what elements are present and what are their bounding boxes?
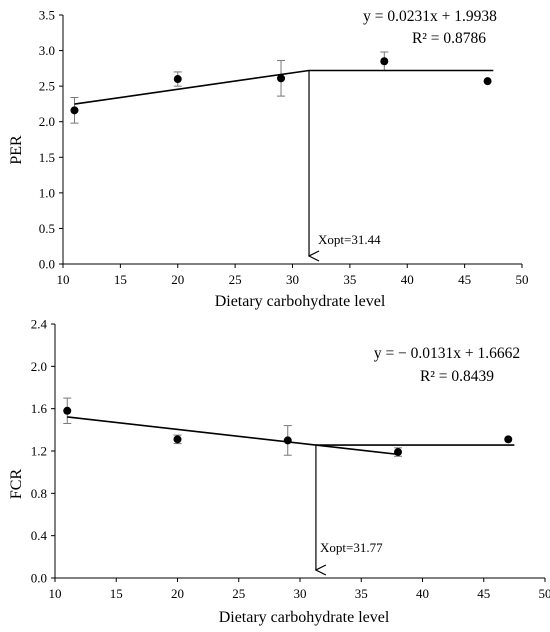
fcr-data-point xyxy=(173,435,182,444)
fcr-x-tick-label: 30 xyxy=(294,586,307,601)
per-x-tick-label: 20 xyxy=(171,272,184,287)
fcr-x-tick-label: 35 xyxy=(355,586,368,601)
fcr-equation: y = − 0.0131x + 1.6662 xyxy=(374,345,520,362)
per-y-tick-label: 1.5 xyxy=(39,150,55,165)
per-x-tick-label: 45 xyxy=(458,272,471,287)
fcr-y-tick-label: 0.4 xyxy=(31,528,48,543)
fcr-data-point xyxy=(283,436,292,445)
per-chart: 0.0 0.5 1.0 1.5 2.0 2.5 3.0 3.5 10 15 20 25 30 35 40 45… xyxy=(8,8,529,311)
per-y-tick-label: 1.0 xyxy=(39,185,55,200)
per-xopt-label: Xopt=31.44 xyxy=(318,232,381,247)
per-data-point xyxy=(173,75,182,84)
per-data-point xyxy=(380,57,389,66)
per-y-axis-title: PER xyxy=(8,135,25,165)
per-plot-area: 0.0 0.5 1.0 1.5 2.0 2.5 3.0 3.5 10 15 20 25 30 35 40 45… xyxy=(39,8,529,288)
per-y-tick-label: 2.5 xyxy=(39,79,55,94)
fcr-fit-line xyxy=(67,416,399,456)
per-x-tick-label: 35 xyxy=(343,272,356,287)
per-x-tick-label: 15 xyxy=(114,272,127,287)
per-x-tick-label: 50 xyxy=(516,272,529,287)
per-y-tick-label: 0.0 xyxy=(39,257,55,272)
fcr-r-squared: R² = 0.8439 xyxy=(420,368,494,385)
per-y-tick-label: 3.5 xyxy=(39,8,55,23)
fcr-x-tick-label: 10 xyxy=(49,586,62,601)
per-x-tick-label: 10 xyxy=(57,272,70,287)
per-y-tick-label: 3.0 xyxy=(39,43,55,58)
fcr-plot-area: 0.0 0.4 0.8 1.2 1.6 2.0 2.4 10 15 20 25 30 35 40 45 50 xyxy=(31,317,550,602)
per-x-tick-label: 40 xyxy=(401,272,414,287)
fcr-y-tick-label: 2.0 xyxy=(31,359,47,374)
fcr-y-axis-title: FCR xyxy=(8,469,25,500)
fcr-chart: 0.00.40.81.21.62.02.410 15 20 25 30 35 40 45 50 … xyxy=(8,317,550,627)
per-r-squared: R² = 0.8786 xyxy=(412,30,486,47)
fcr-x-tick-label: 45 xyxy=(477,586,490,601)
fcr-x-tick-label: 15 xyxy=(110,586,123,601)
per-x-axis-title: Dietary carbohydrate level xyxy=(215,293,386,310)
fcr-y-tick-label: 0.8 xyxy=(31,486,47,501)
fcr-data-point xyxy=(63,406,72,415)
fcr-y-tick-label: 1.2 xyxy=(31,444,47,459)
fcr-data-point xyxy=(504,435,513,444)
per-data-point xyxy=(70,106,79,115)
fcr-x-tick-label: 50 xyxy=(539,586,550,601)
fcr-y-tick-label: 0.0 xyxy=(31,571,47,586)
fcr-data-point xyxy=(394,448,402,457)
per-y-tick-label: 2.0 xyxy=(39,114,55,129)
per-data-point xyxy=(483,77,492,86)
fcr-y-tick-label: 1.6 xyxy=(31,401,48,416)
per-x-tick-label: 25 xyxy=(229,272,242,287)
per-y-tick-label: 0.5 xyxy=(39,221,55,236)
fcr-x-tick-label: 20 xyxy=(171,586,184,601)
per-fit-line xyxy=(74,69,310,105)
fcr-xopt-label: Xopt=31.77 xyxy=(320,540,383,555)
per-data-point xyxy=(277,74,286,83)
fcr-x-axis-title: Dietary carbohydrate level xyxy=(219,609,390,626)
fcr-y-tick-label: 2.4 xyxy=(31,317,48,332)
fcr-x-tick-label: 25 xyxy=(232,586,245,601)
per-equation: y = 0.0231x + 1.9938 xyxy=(363,8,497,25)
fcr-x-tick-label: 40 xyxy=(416,586,429,601)
per-x-tick-label: 30 xyxy=(286,272,299,287)
